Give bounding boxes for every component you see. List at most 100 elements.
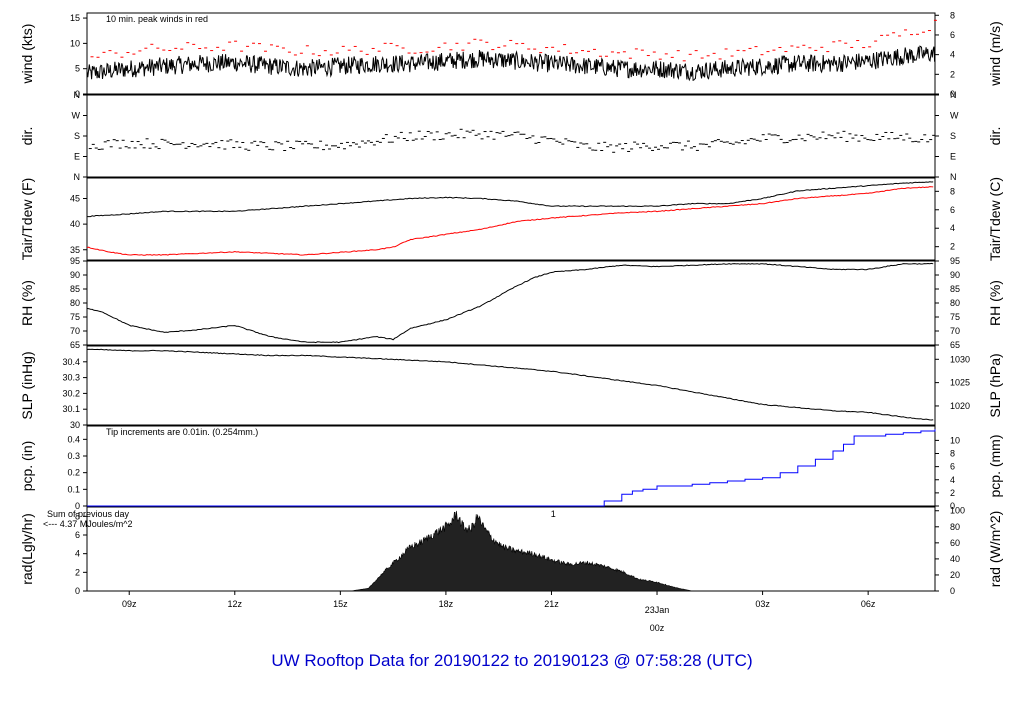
wind-right-tick-label: 2: [950, 69, 955, 79]
date-marker-day: 23Jan: [645, 605, 670, 615]
dir-left-tick-label: E: [74, 152, 80, 162]
pcp-precip-line: [87, 429, 936, 507]
dir-right-tick-label: N: [950, 90, 957, 100]
rh-left-tick-label: 90: [70, 270, 80, 280]
wind-left-tick-label: 10: [70, 38, 80, 48]
rh-left-tick-label: 70: [70, 326, 80, 336]
slp-left-axis-label: SLP (inHg): [19, 351, 35, 419]
slp-left-tick-label: 30: [70, 420, 80, 430]
slp-panel-frame: [86, 345, 936, 426]
slp-right-axis-label: SLP (hPa): [987, 353, 1003, 417]
slp-right-tick-label: 1030: [950, 354, 970, 364]
wind-wind-speed-line: [86, 45, 936, 82]
wind-right-tick-label: 4: [950, 50, 955, 60]
time-tick-label: 09z: [122, 599, 137, 609]
chart-title: UW Rooftop Data for 20190122 to 20190123…: [271, 651, 752, 670]
dir-left-axis-label: dir.: [19, 127, 35, 146]
dir-right-tick-label: E: [950, 152, 956, 162]
pcp-right-axis-label: pcp. (mm): [987, 435, 1003, 498]
radiation-sum-note-1: Sum of previous day: [47, 509, 130, 519]
pcp-note: Tip increments are 0.01in. (0.254mm.): [106, 427, 258, 437]
rad-left-tick-label: 4: [75, 549, 80, 559]
rh-left-tick-label: 80: [70, 298, 80, 308]
rad-right-tick-label: 60: [950, 538, 960, 548]
wind-note: 10 min. peak winds in red: [106, 14, 208, 24]
rh-right-axis-label: RH (%): [987, 280, 1003, 326]
temp-left-axis-label: Tair/Tdew (F): [19, 178, 35, 260]
rad-left-tick-label: 8: [75, 511, 80, 521]
time-tick-label: 12z: [228, 599, 243, 609]
rh-right-tick-label: 90: [950, 270, 960, 280]
rh-left-tick-label: 95: [70, 256, 80, 266]
time-tick-label: 21z: [544, 599, 559, 609]
temp-right-tick-label: 8: [950, 186, 955, 196]
pcp-right-tick-label: 6: [950, 462, 955, 472]
rad-left-tick-label: 6: [75, 530, 80, 540]
dir-left-tick-label: W: [72, 111, 81, 121]
rh-right-tick-label: 75: [950, 312, 960, 322]
rad-right-tick-label: 40: [950, 554, 960, 564]
wind-right-tick-label: 8: [950, 10, 955, 20]
rh-left-tick-label: 65: [70, 340, 80, 350]
rad-left-tick-label: 0: [75, 586, 80, 596]
pcp-left-axis-label: pcp. (in): [19, 441, 35, 492]
rh-panel-frame: [86, 260, 936, 346]
rad-left-tick-label: 2: [75, 567, 80, 577]
dir-right-tick-label: N: [950, 172, 957, 182]
rh-right-tick-label: 65: [950, 340, 960, 350]
slp-left-tick-label: 30.2: [62, 388, 80, 398]
rh-right-tick-label: 85: [950, 284, 960, 294]
pcp-left-tick-label: 0.3: [67, 451, 80, 461]
radiation-series: [350, 510, 693, 592]
rad-right-axis-label: rad (W/m^2): [987, 511, 1003, 588]
temp-left-tick-label: 35: [70, 245, 80, 255]
wind-right-axis-label: wind (m/s): [987, 21, 1003, 87]
slp-left-tick-label: 30.3: [62, 373, 80, 383]
wind-left-axis-label: wind (kts): [19, 24, 35, 85]
pcp-left-tick-label: 0: [75, 501, 80, 511]
dir-right-axis-label: dir.: [987, 127, 1003, 146]
dir-left-tick-label: N: [74, 90, 81, 100]
peak-wind-series: [90, 19, 937, 62]
time-tick-label: 18z: [439, 599, 454, 609]
temp-right-tick-label: 6: [950, 205, 955, 215]
slp-right-tick-label: 1025: [950, 378, 970, 388]
pcp-left-tick-label: 0.1: [67, 484, 80, 494]
dir-right-tick-label: S: [950, 131, 956, 141]
radiation-sum-note-2: <--- 4.37 MJoules/m^2: [43, 519, 133, 529]
rad-left-axis-label: rad(Lgly/hr): [19, 513, 35, 585]
radiation-marker: 1: [551, 509, 556, 519]
wind-right-tick-label: 6: [950, 30, 955, 40]
rad-right-tick-label: 100: [950, 506, 965, 516]
rh-left-axis-label: RH (%): [19, 280, 35, 326]
rh-right-tick-label: 95: [950, 256, 960, 266]
pcp-left-tick-label: 0.4: [67, 434, 80, 444]
radiation-area: [350, 510, 693, 592]
pcp-left-tick-label: 0.2: [67, 468, 80, 478]
wind-left-tick-label: 0: [75, 89, 80, 99]
pcp-right-tick-label: 10: [950, 435, 960, 445]
slp-slp-line: [86, 348, 934, 421]
dir-panel-frame: [86, 94, 936, 178]
time-tick-label: 15z: [333, 599, 348, 609]
temp-panel-frame: [86, 177, 936, 261]
pcp-right-tick-label: 4: [950, 475, 955, 485]
rad-right-tick-label: 80: [950, 522, 960, 532]
rad-right-tick-label: 0: [950, 586, 955, 596]
wind-left-tick-label: 5: [75, 64, 80, 74]
pcp-right-tick-label: 0: [950, 501, 955, 511]
dir-right-tick-label: W: [950, 111, 959, 121]
temp-left-tick-label: 40: [70, 219, 80, 229]
temp-tair-line: [87, 181, 934, 218]
temp-right-axis-label: Tair/Tdew (C): [987, 177, 1003, 261]
wind-panel-frame: [86, 12, 936, 95]
time-tick-label: 03z: [755, 599, 770, 609]
wind-right-tick-label: 0: [950, 89, 955, 99]
wind-direction-series: [88, 128, 936, 153]
dir-left-tick-label: N: [74, 172, 81, 182]
rh-left-tick-label: 75: [70, 312, 80, 322]
temp-left-tick-label: 45: [70, 194, 80, 204]
temp-right-tick-label: 2: [950, 242, 955, 252]
dir-left-tick-label: S: [74, 131, 80, 141]
